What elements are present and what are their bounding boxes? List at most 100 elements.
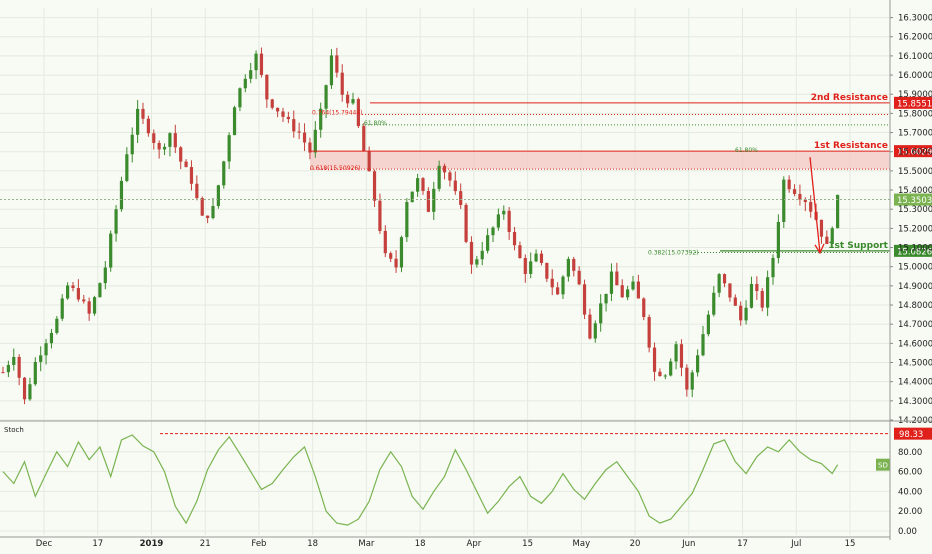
- candle-body: [750, 284, 753, 308]
- candle-body: [475, 259, 478, 264]
- candle-body: [254, 54, 257, 71]
- candle-body: [201, 198, 204, 216]
- candle-body: [131, 135, 134, 154]
- candle-body: [470, 242, 473, 265]
- y-tick-label: 15.10000: [898, 244, 932, 254]
- x-tick-label: Jun: [681, 539, 695, 549]
- y-tick-label: 14.80000: [898, 301, 932, 311]
- candle-body: [368, 151, 371, 171]
- resistance1-label: 1st Resistance: [814, 141, 888, 151]
- candle-body: [502, 211, 505, 215]
- candle-body: [712, 293, 715, 315]
- candle-body: [755, 284, 758, 291]
- candle-body: [701, 334, 704, 355]
- candle-body: [631, 282, 634, 290]
- candle-body: [513, 232, 516, 245]
- candle-body: [44, 343, 47, 355]
- candle-body: [77, 288, 80, 299]
- x-tick-label: Jul: [790, 539, 801, 549]
- candle-body: [18, 357, 21, 378]
- candle-body: [362, 126, 365, 151]
- candle-body: [486, 235, 489, 251]
- x-tick-label: 18: [307, 539, 318, 549]
- candle-body: [400, 237, 403, 267]
- candle-body: [739, 306, 742, 321]
- candle-body: [373, 171, 376, 200]
- candle-body: [55, 319, 58, 333]
- candle-body: [718, 274, 721, 293]
- y-tick-label: 15.70000: [898, 129, 932, 139]
- fib-618-label: 0.618(15.50926): [310, 165, 361, 172]
- candle-body: [98, 283, 101, 297]
- candle-body: [427, 191, 430, 212]
- candle-body: [28, 384, 31, 399]
- fib-618-right-label: 61.80%: [735, 147, 758, 154]
- resistance2-price-tag: 15.85515: [897, 99, 932, 109]
- candle-body: [324, 85, 327, 108]
- candle-body: [653, 348, 656, 372]
- candle-body: [228, 135, 231, 161]
- candle-body: [168, 133, 171, 147]
- stoch-y-tick-label: 60.00: [898, 468, 922, 478]
- candle-body: [93, 297, 96, 313]
- candle-body: [211, 206, 214, 218]
- candle-body: [481, 251, 484, 259]
- candle-body: [744, 308, 747, 321]
- candle-body: [7, 365, 10, 372]
- support1-label: 1st Support: [828, 241, 888, 251]
- y-tick-label: 14.90000: [898, 282, 932, 292]
- y-tick-label: 15.50000: [898, 167, 932, 177]
- x-tick-label: Dec: [36, 539, 53, 549]
- candle-body: [545, 263, 548, 279]
- candle-body: [50, 333, 53, 343]
- candle-body: [346, 95, 349, 104]
- candle-body: [271, 99, 274, 107]
- candle-body: [771, 258, 774, 277]
- candle-body: [195, 184, 198, 198]
- candle-body: [534, 254, 537, 262]
- y-tick-label: 16.00000: [898, 71, 932, 81]
- candle-body: [206, 216, 209, 218]
- x-tick-label: 21: [200, 539, 211, 549]
- candle-body: [378, 201, 381, 231]
- candle-body: [820, 220, 823, 237]
- candle-body: [454, 181, 457, 192]
- x-tick-label: 15: [522, 539, 533, 549]
- candle-body: [34, 362, 37, 384]
- candle-body: [66, 285, 69, 298]
- candle-body: [109, 234, 112, 268]
- x-tick-label: May: [573, 539, 591, 549]
- candle-body: [152, 133, 155, 143]
- candle-body: [448, 172, 451, 180]
- candle-body: [384, 231, 387, 253]
- candle-body: [39, 355, 42, 362]
- x-tick-label: 17: [737, 539, 748, 549]
- candle-body: [190, 167, 193, 184]
- y-tick-label: 14.50000: [898, 359, 932, 369]
- candle-body: [696, 355, 699, 372]
- zone-layer: [310, 151, 890, 169]
- candle-body: [136, 109, 139, 135]
- candle-body: [281, 111, 284, 116]
- candle-body: [61, 298, 64, 318]
- x-tick-label: Apr: [467, 539, 482, 549]
- candle-body: [599, 303, 602, 323]
- candle-body: [588, 315, 591, 339]
- x-tick-label: Mar: [358, 539, 375, 549]
- candle-body: [389, 253, 392, 259]
- stoch-y-tick-label: 80.00: [898, 448, 922, 458]
- candle-body: [303, 133, 306, 143]
- candle-body: [351, 99, 354, 103]
- y-tick-label: 15.80000: [898, 109, 932, 119]
- stoch-ref-tag: 98.33: [899, 430, 923, 440]
- candle-body: [626, 289, 629, 297]
- y-tick-label: 16.10000: [898, 52, 932, 62]
- fib-618-ext-label: 61.80%: [364, 120, 387, 127]
- fib-382-label: 0.382(15.07392): [648, 250, 699, 257]
- candle-body: [685, 368, 688, 390]
- candle-body: [491, 228, 494, 236]
- candle-body: [233, 107, 236, 135]
